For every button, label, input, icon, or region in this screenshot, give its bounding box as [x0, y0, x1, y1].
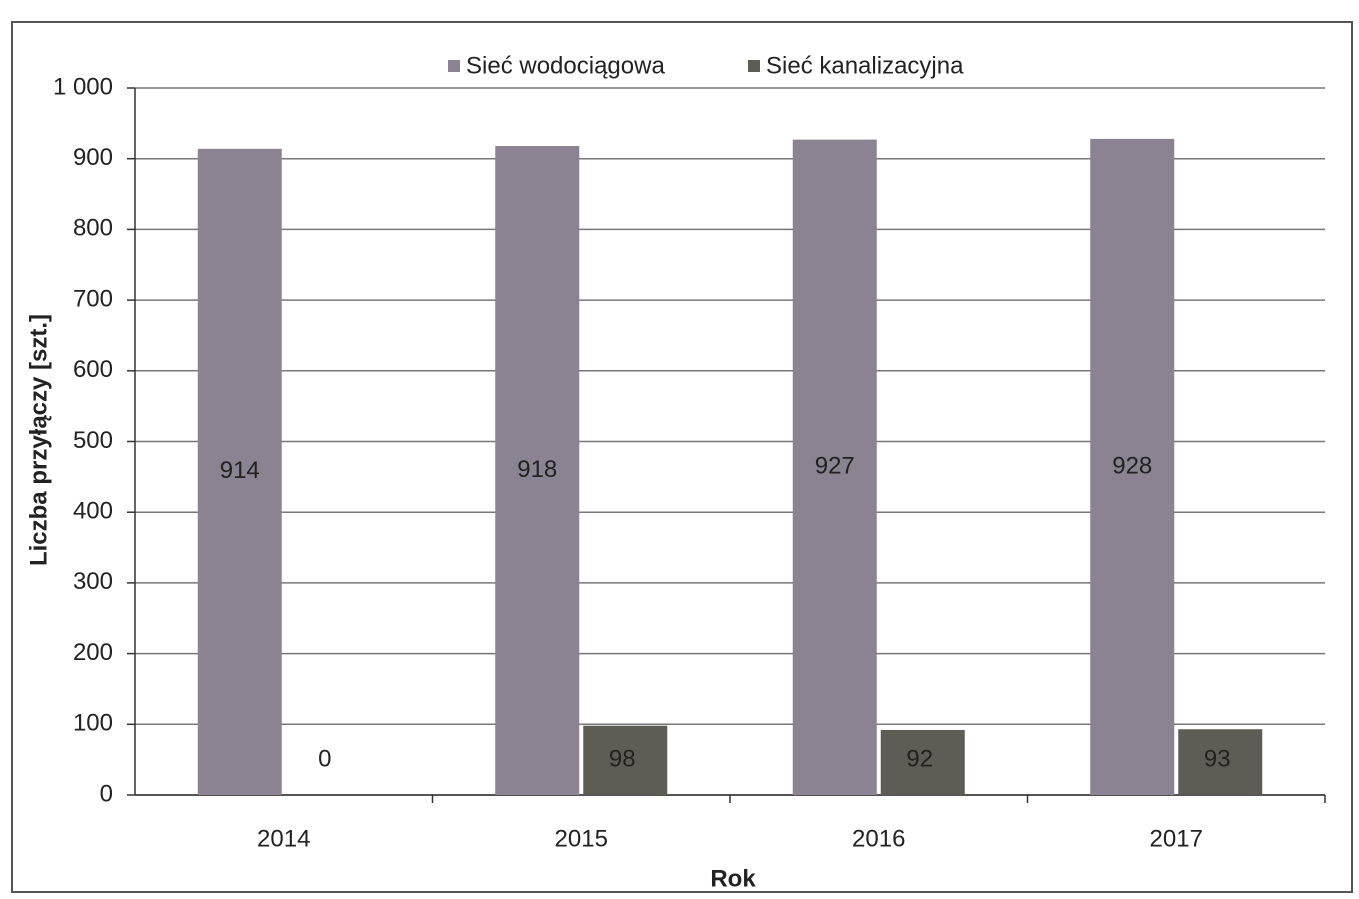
x-axis-label: Rok: [710, 865, 756, 892]
bar: [495, 145, 580, 795]
data-label: 928: [1112, 452, 1152, 479]
legend-swatch: [448, 60, 460, 72]
y-tick-label: 200: [73, 639, 113, 666]
data-label: 98: [609, 745, 636, 772]
data-label: 93: [1204, 745, 1231, 772]
y-tick-label: 100: [73, 710, 113, 737]
y-tick-label: 500: [73, 427, 113, 454]
data-label: 92: [906, 745, 933, 772]
y-tick-label: 800: [73, 215, 113, 242]
data-label: 0: [318, 745, 331, 772]
y-tick-label: 1 000: [53, 73, 113, 100]
data-label: 918: [517, 456, 557, 483]
legend-swatch: [748, 60, 760, 72]
data-label: 914: [220, 457, 260, 484]
x-tick-label: 2014: [257, 825, 310, 852]
legend-label: Sieć kanalizacyjna: [766, 52, 964, 79]
y-axis-label: Liczba przyłączy [szt.]: [25, 314, 52, 566]
data-label: 927: [815, 453, 855, 480]
x-tick-label: 2015: [555, 825, 608, 852]
bar: [1090, 138, 1175, 796]
bar: [1178, 729, 1263, 795]
legend-label: Sieć wodociągowa: [466, 52, 665, 79]
y-tick-label: 400: [73, 498, 113, 525]
y-tick-label: 900: [73, 144, 113, 171]
x-tick-label: 2017: [1150, 825, 1203, 852]
bar: [880, 729, 965, 795]
bar: [792, 139, 877, 796]
y-tick-label: 300: [73, 568, 113, 595]
y-tick-label: 700: [73, 285, 113, 312]
frame: [11, 21, 1353, 893]
y-tick-label: 600: [73, 356, 113, 383]
bar: [583, 725, 668, 795]
bar: [197, 148, 282, 795]
y-tick-label: 0: [100, 780, 113, 807]
x-tick-label: 2016: [852, 825, 905, 852]
